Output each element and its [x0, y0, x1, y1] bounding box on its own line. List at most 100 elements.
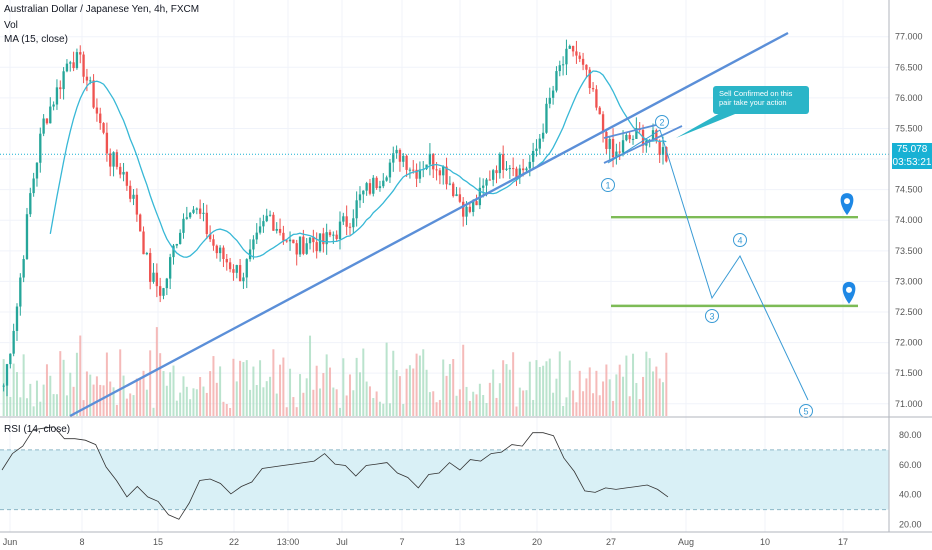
volume-bar [535, 360, 538, 416]
time-tick-label: Aug [678, 537, 694, 547]
volume-bar [552, 392, 555, 416]
candle-body [22, 259, 25, 278]
candle-body [92, 80, 95, 108]
volume-bar [365, 381, 368, 416]
wave-label-1: 1 [605, 181, 610, 191]
location-pin-dot [844, 198, 850, 205]
candle-body [402, 155, 405, 162]
candle-body [601, 114, 605, 132]
candle-body [9, 353, 12, 365]
volume-bar [125, 398, 128, 416]
candle-body [412, 169, 415, 171]
time-tick-label: 13:00 [277, 537, 300, 547]
volume-bar [95, 376, 98, 416]
volume-bar [502, 360, 505, 416]
candle-body [531, 150, 535, 162]
volume-bar [665, 352, 668, 416]
moving-average-line [49, 70, 667, 258]
volume-bar [229, 407, 232, 416]
candle-body [59, 87, 62, 90]
volume-bar [512, 352, 515, 416]
volume-bar [69, 372, 72, 416]
volume-bar [542, 365, 545, 416]
volume-bar [239, 360, 242, 416]
candle-body [112, 152, 115, 167]
volume-bar [612, 400, 615, 416]
candle-body [395, 149, 398, 154]
volume-bar [472, 391, 475, 416]
volume-bar [578, 370, 581, 416]
volume-bar [655, 366, 658, 416]
volume-bar [219, 366, 222, 416]
candle-body [32, 178, 35, 194]
candle-body [212, 239, 215, 246]
volume-bar [202, 386, 205, 416]
volume-bar [92, 384, 95, 416]
volume-bar [265, 381, 268, 416]
volume-bar [332, 387, 335, 416]
candle-body [385, 177, 388, 181]
volume-bar [548, 358, 551, 416]
volume-bar [425, 369, 428, 416]
volume-bar [408, 365, 411, 416]
candle-body [538, 138, 541, 149]
price-tick-label: 76.000 [895, 93, 923, 103]
volume-bar [545, 361, 548, 416]
candle-body [35, 162, 39, 179]
volume-bar [568, 360, 571, 416]
volume-bar [252, 366, 255, 416]
candle-body [568, 45, 571, 49]
volume-bar [392, 350, 395, 416]
volume-bar [79, 335, 82, 416]
volume-bar [345, 395, 348, 416]
volume-bar [622, 376, 625, 416]
candle-body [598, 107, 601, 115]
candle-body [102, 123, 105, 133]
volume-bar [105, 352, 108, 416]
volume-bar [249, 389, 252, 416]
candle-body [405, 155, 408, 170]
candle-body [245, 259, 248, 278]
volume-bar [335, 389, 338, 416]
candle-body [185, 217, 188, 219]
candle-body [382, 180, 385, 187]
price-tick-label: 73.500 [895, 246, 923, 256]
drawings: 1 2 3 4 5 [0, 31, 889, 418]
candle-body [501, 154, 505, 170]
candle-body [455, 194, 458, 197]
volume-bar [505, 364, 508, 416]
volume-bar [39, 401, 42, 416]
volume-bar [135, 378, 138, 416]
candle-body [228, 262, 232, 270]
wave-label-circle [733, 233, 747, 247]
sell-callout[interactable]: Sell Confirmed on this pair take your ac… [713, 86, 809, 114]
time-tick-label: 27 [606, 537, 616, 547]
volume-bar [235, 381, 238, 416]
candle-body [82, 54, 85, 77]
candle-body [345, 216, 348, 227]
candle-body [315, 242, 318, 252]
candle-body [378, 186, 382, 189]
candle-body [275, 228, 278, 231]
candle-body [65, 63, 69, 72]
candle-body [19, 277, 22, 307]
volume-bar [522, 390, 525, 416]
candle-body [418, 169, 422, 179]
volume-bar [412, 368, 415, 416]
volume-bar [155, 327, 158, 416]
volume-bar [309, 335, 312, 416]
candle-body [548, 97, 551, 104]
volume-bar [285, 407, 288, 416]
candle-body [541, 132, 545, 139]
volume-bar [185, 386, 188, 416]
candle-body [325, 232, 328, 245]
volume-bar [378, 401, 381, 416]
candle-body [142, 231, 145, 255]
volume-bar [75, 352, 78, 416]
candle-body [15, 306, 19, 331]
candle-body [578, 55, 581, 59]
candle-body [438, 170, 442, 176]
volume-bar [462, 344, 465, 416]
candle-body [465, 206, 468, 217]
